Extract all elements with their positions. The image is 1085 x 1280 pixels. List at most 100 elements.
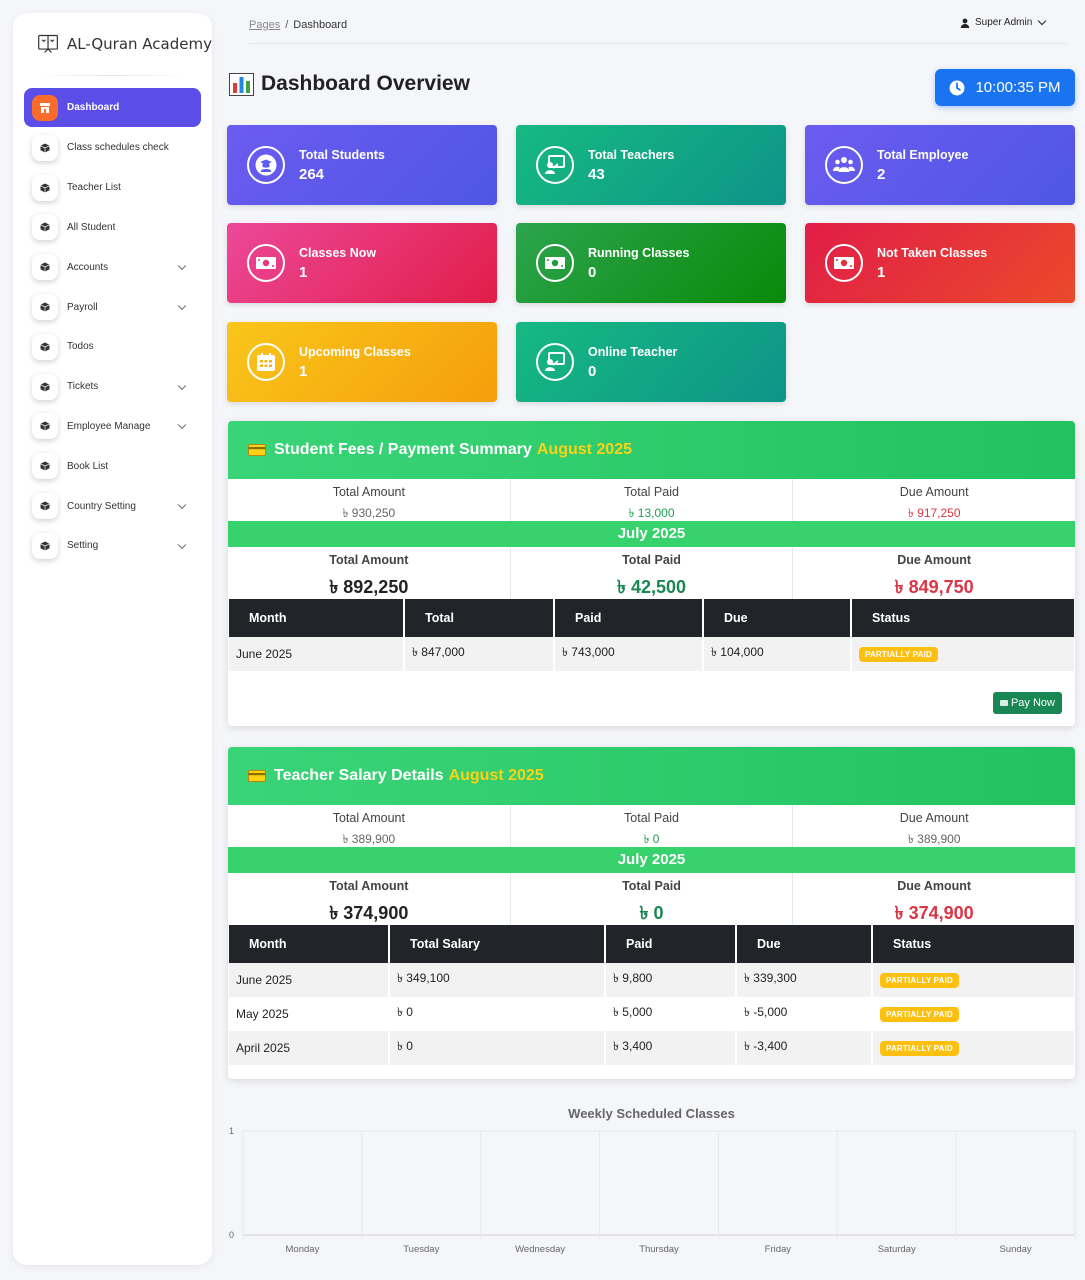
sidebar-item-todos[interactable]: Todos	[24, 327, 201, 367]
user-menu[interactable]: Super Admin	[960, 16, 1047, 28]
teacher-board-icon	[536, 343, 574, 381]
big-value: ৳ 374,900	[894, 903, 974, 923]
stat-card-not-taken-classes[interactable]: Not Taken Classes 1	[805, 223, 1075, 303]
brand[interactable]: AL-Quran Academy	[13, 13, 212, 75]
sidebar-item-employee-manage[interactable]: Employee Manage	[24, 407, 201, 447]
status-badge: PARTIALLY PAID	[880, 1007, 959, 1022]
sidebar-item-teacher-list[interactable]: Teacher List	[24, 168, 201, 208]
x-tick-label: Sunday	[999, 1244, 1031, 1255]
credit-card-icon	[248, 770, 266, 782]
salary-total-amount: Total Amount ৳ 389,900	[228, 805, 511, 847]
credit-card-icon	[999, 700, 1008, 706]
column-header: Status	[851, 599, 1074, 637]
sidebar-item-label: Class schedules check	[67, 142, 169, 154]
cell-status: PARTIALLY PAID	[872, 963, 1074, 997]
stat-card-label: Not Taken Classes	[877, 245, 988, 260]
sidebar-item-label: Teacher List	[67, 182, 121, 194]
breadcrumb-pages-link[interactable]: Pages	[249, 19, 281, 31]
salary-panel-month: August 2025	[448, 767, 544, 784]
cell-due: ৳ -3,400	[736, 1031, 873, 1065]
stat-card-classes-now[interactable]: Classes Now 1	[227, 223, 497, 303]
stat-card-online-teacher[interactable]: Online Teacher 0	[516, 322, 786, 402]
sidebar-item-label: Employee Manage	[67, 420, 151, 432]
sidebar-item-country-setting[interactable]: Country Setting	[24, 486, 201, 526]
stat-card-value: 264	[299, 165, 325, 183]
sidebar-item-label: Todos	[67, 341, 94, 353]
sidebar-item-accounts[interactable]: Accounts	[24, 247, 201, 287]
header-divider	[249, 43, 1066, 44]
stat-card-text: Running Classes 0	[588, 246, 689, 281]
pay-now-button[interactable]: Pay Now	[992, 692, 1062, 714]
big-label: Due Amount	[897, 553, 972, 567]
column-header: Paid	[554, 599, 704, 637]
column-header: Month	[229, 599, 405, 637]
x-tick-label: Monday	[286, 1244, 320, 1255]
status-badge: PARTIALLY PAID	[859, 647, 938, 662]
big-value: ৳ 0	[639, 903, 664, 923]
cell-total: ৳ 0	[389, 1031, 606, 1065]
sidebar-item-book-list[interactable]: Book List	[24, 446, 201, 486]
chevron-down-icon	[177, 261, 187, 271]
stat-card-value: 1	[299, 362, 308, 380]
stat-card-total-teachers[interactable]: Total Teachers 43	[516, 125, 786, 205]
sidebar-item-label: Country Setting	[67, 500, 136, 512]
sidebar-item-label: Dashboard	[67, 102, 120, 113]
stat-card-running-classes[interactable]: Running Classes 0	[516, 223, 786, 303]
x-tick-label: Thursday	[639, 1244, 679, 1255]
sidebar-item-setting[interactable]: Setting	[24, 526, 201, 566]
summary-label: Total Amount	[332, 485, 405, 499]
stat-card-total-students[interactable]: Total Students 264	[227, 125, 497, 205]
column-header: Due	[703, 599, 852, 637]
sidebar-item-class-schedules-check[interactable]: Class schedules check	[24, 128, 201, 168]
chart-title: Weekly Scheduled Classes	[568, 1106, 735, 1121]
brand-divider	[37, 75, 188, 76]
sidebar-item-all-student[interactable]: All Student	[24, 208, 201, 248]
x-tick-label: Tuesday	[403, 1244, 439, 1255]
summary-value: ৳ 930,250	[342, 506, 396, 520]
cell-due: ৳ -5,000	[736, 997, 873, 1031]
big-label: Due Amount	[897, 879, 972, 893]
x-tick-label: Wednesday	[515, 1244, 565, 1255]
fees-history-table: Month Total Paid Due Status June 2025 ৳ 847,0…	[229, 599, 1074, 671]
stat-card-value: 2	[877, 165, 886, 183]
big-label: Total Paid	[622, 553, 681, 567]
stat-card-text: Total Employee 2	[877, 148, 968, 183]
stat-card-label: Online Teacher	[588, 344, 678, 359]
stat-card-upcoming-classes[interactable]: Upcoming Classes 1	[227, 322, 497, 402]
salary-total-paid: Total Paid ৳ 0	[511, 805, 794, 847]
salary-prev-due: Due Amount ৳ 374,900	[793, 873, 1075, 925]
stat-card-value: 1	[299, 263, 308, 281]
chevron-down-icon	[177, 301, 187, 311]
academy-logo-icon	[38, 34, 58, 53]
salary-prev-total: Total Amount ৳ 374,900	[228, 873, 511, 925]
sidebar-item-tickets[interactable]: Tickets	[24, 367, 201, 407]
column-header: Status	[872, 925, 1074, 963]
cube-icon	[32, 294, 58, 321]
salary-details-panel: Teacher Salary Details August 2025 Total…	[228, 747, 1075, 1079]
cube-icon	[32, 134, 58, 161]
fees-previous-summary: Total Amount ৳ 892,250 Total Paid ৳ 42,500…	[228, 547, 1075, 599]
stat-card-label: Classes Now	[299, 245, 377, 260]
sidebar-item-payroll[interactable]: Payroll	[24, 287, 201, 327]
fees-current-summary: Total Amount ৳ 930,250 Total Paid ৳ 13,000…	[228, 479, 1075, 521]
sidebar-item-label: Setting	[67, 540, 99, 552]
salary-previous-summary: Total Amount ৳ 374,900 Total Paid ৳ 0 Due …	[228, 873, 1075, 925]
store-icon	[32, 94, 58, 121]
cell-month: June 2025	[229, 963, 390, 997]
fees-panel-month: August 2025	[536, 441, 632, 458]
stat-card-label: Total Teachers	[588, 147, 675, 162]
stat-card-label: Total Employee	[877, 147, 969, 162]
stat-card-value: 0	[588, 263, 597, 281]
column-header: Month	[229, 925, 390, 963]
cell-paid: ৳ 5,000	[605, 997, 737, 1031]
sidebar-item-label: Tickets	[67, 381, 99, 393]
cell-status: PARTIALLY PAID	[851, 637, 1074, 671]
stat-card-total-employee[interactable]: Total Employee 2	[805, 125, 1075, 205]
sidebar-item-dashboard[interactable]: Dashboard	[24, 88, 201, 127]
summary-value: ৳ 389,900	[342, 832, 396, 846]
stat-card-value: 1	[877, 263, 886, 281]
summary-label: Due Amount	[899, 485, 969, 499]
page-title: Dashboard Overview	[229, 72, 470, 96]
clock-display: 10:00:35 PM	[935, 69, 1075, 106]
sidebar-item-label: Accounts	[67, 261, 109, 273]
